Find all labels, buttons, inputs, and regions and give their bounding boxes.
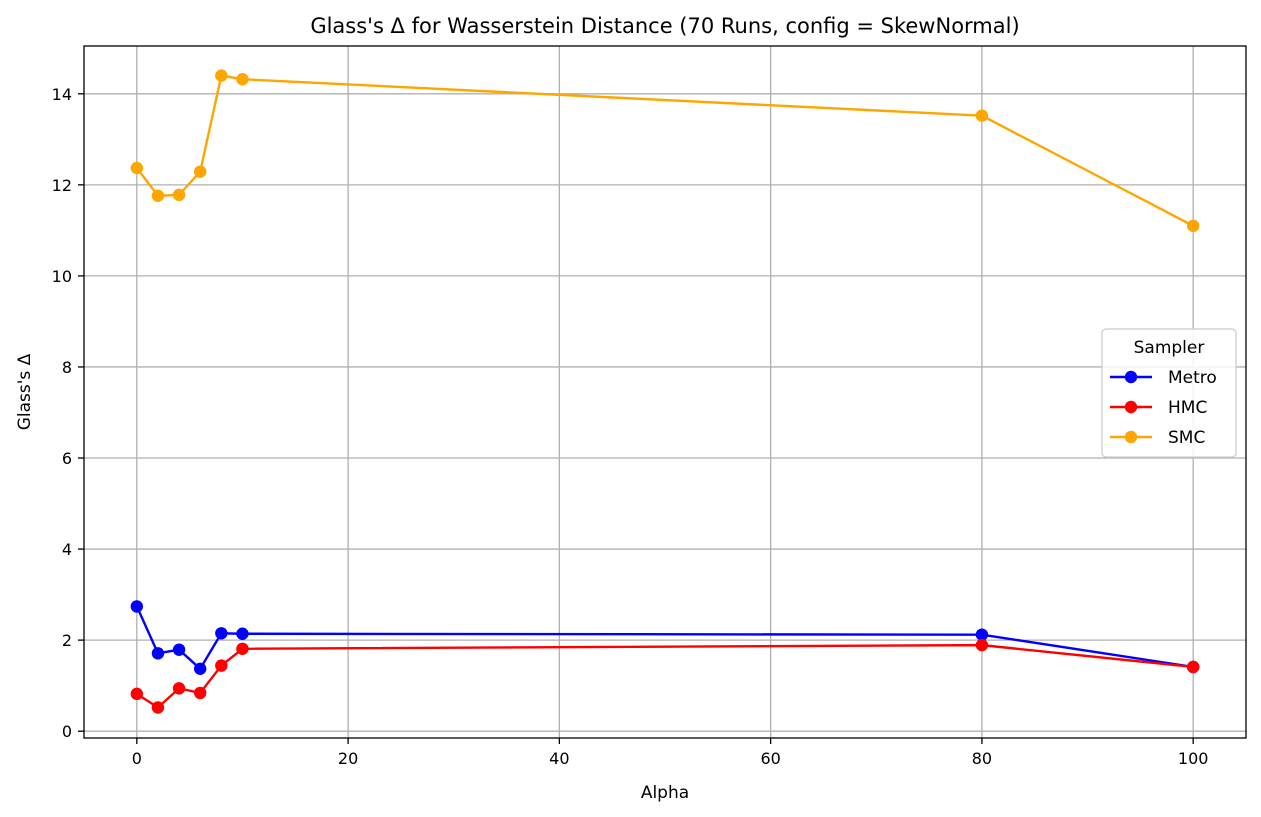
data-point-metro xyxy=(236,627,249,640)
y-tick-label: 12 xyxy=(52,176,72,195)
data-point-metro xyxy=(172,643,186,656)
x-axis-label: Alpha xyxy=(641,783,689,803)
y-tick-label: 10 xyxy=(52,267,72,286)
legend-marker-hmc xyxy=(1124,400,1138,414)
data-point-metro xyxy=(130,600,144,613)
data-point-hmc xyxy=(130,687,144,701)
y-tick-label: 14 xyxy=(52,85,72,104)
y-tick-label: 2 xyxy=(62,631,72,650)
data-point-hmc xyxy=(215,659,228,672)
data-point-hmc xyxy=(1186,660,1200,674)
legend-marker-metro xyxy=(1124,370,1138,384)
legend-entry-smc: SMC xyxy=(1110,428,1205,448)
x-tick-label: 40 xyxy=(549,749,569,768)
x-tick-label: 20 xyxy=(338,749,358,768)
legend-marker-smc xyxy=(1124,430,1138,444)
y-tick-label: 6 xyxy=(62,449,72,468)
data-point-smc xyxy=(975,109,989,122)
data-point-smc xyxy=(1186,219,1200,233)
y-tick-label: 4 xyxy=(62,540,72,559)
data-point-hmc xyxy=(151,701,165,714)
legend-entry-metro: Metro xyxy=(1110,368,1217,388)
data-point-smc xyxy=(151,189,165,202)
legend-label-hmc: HMC xyxy=(1168,398,1207,418)
axis-ticks: 0 20 40 60 80 100 0 2 4 6 8 10 12 14 xyxy=(52,85,1209,768)
data-point-metro xyxy=(194,662,207,675)
legend-entry-hmc: HMC xyxy=(1110,398,1207,418)
data-point-hmc xyxy=(172,682,186,695)
data-point-smc xyxy=(236,73,249,86)
x-tick-label: 100 xyxy=(1178,749,1209,768)
series-hmc xyxy=(130,638,1200,714)
data-point-metro xyxy=(975,628,989,641)
legend-label-smc: SMC xyxy=(1168,428,1205,448)
legend: Sampler Metro HMC SMC xyxy=(1101,328,1237,458)
x-tick-label: 0 xyxy=(132,749,142,768)
plot-frame xyxy=(83,45,1247,739)
data-point-metro xyxy=(151,647,165,660)
y-axis-label: Glass's Δ xyxy=(15,353,35,430)
x-tick-label: 80 xyxy=(972,749,992,768)
legend-label-metro: Metro xyxy=(1168,368,1217,388)
legend-box xyxy=(1101,328,1237,458)
data-point-hmc xyxy=(975,638,989,652)
data-point-hmc xyxy=(194,686,207,700)
series-smc xyxy=(130,69,1200,233)
data-point-smc xyxy=(215,69,228,82)
data-point-smc xyxy=(130,161,144,175)
data-point-smc xyxy=(194,165,207,178)
data-point-smc xyxy=(172,188,186,202)
chart-title: Glass's Δ for Wasserstein Distance (70 R… xyxy=(310,14,1019,38)
x-tick-label: 60 xyxy=(760,749,780,768)
y-tick-label: 0 xyxy=(62,722,72,741)
y-tick-label: 8 xyxy=(62,358,72,377)
data-point-hmc xyxy=(236,642,249,655)
data-point-metro xyxy=(215,627,228,640)
series-layer xyxy=(130,69,1200,714)
legend-title: Sampler xyxy=(1134,338,1205,358)
